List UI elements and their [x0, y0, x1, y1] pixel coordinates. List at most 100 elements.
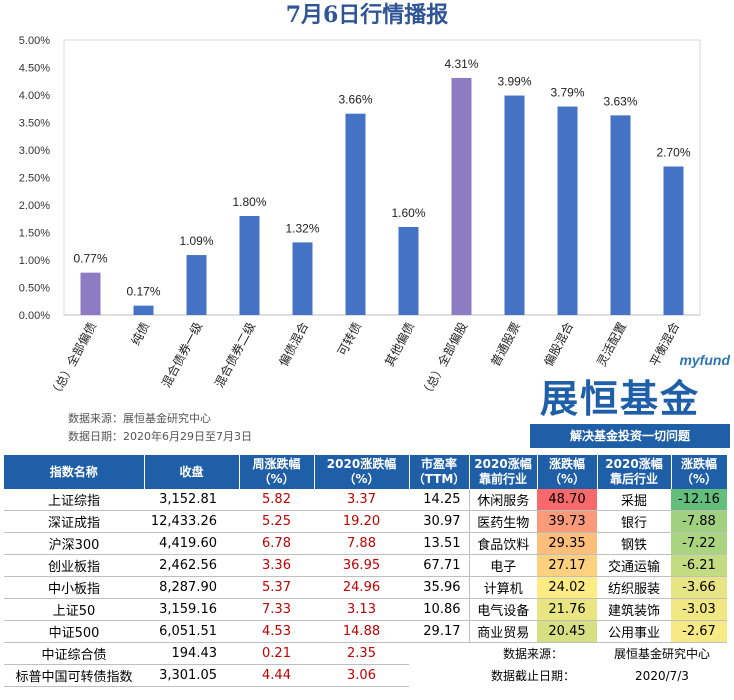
x-tick-label: 混合债券一级	[158, 319, 205, 390]
table-cell: -6.21	[671, 554, 727, 577]
table-cell: 3,152.81	[144, 489, 239, 511]
table-cell: -2.67	[671, 620, 727, 643]
table-cell: 8,287.90	[144, 576, 239, 599]
bar	[557, 106, 578, 315]
y-tick-label: 3.00%	[19, 145, 50, 157]
x-tick-label: 灵活配置	[594, 320, 629, 369]
table-cell: 29.17	[409, 620, 469, 643]
chart-date: 数据日期：2020年6月29日至7月3日	[68, 430, 252, 443]
x-tick-label: 其他偏债	[381, 319, 417, 368]
table-cell: 10.86	[409, 598, 469, 621]
table-cell: 14.88	[314, 620, 409, 643]
table-cell: 4.44	[239, 664, 314, 687]
x-tick-label: （总）全部偏股	[417, 319, 470, 400]
table-row: 上证综指 3,152.81 5.82 3.37 14.25 休闲服务 48.70 采掘 -12.…	[4, 489, 727, 511]
table-cell: 36.95	[314, 554, 409, 577]
data-label: 0.17%	[126, 285, 160, 299]
table-cell: 3,301.05	[144, 664, 239, 687]
y-tick-label: 3.50%	[19, 118, 50, 130]
table-cell: 24.96	[314, 576, 409, 599]
header-cell: 2020涨跌幅（%）	[314, 455, 410, 489]
table-row: 上证50 3,159.16 7.33 3.13 10.86 电气设备 21.76 建筑装饰 -3…	[4, 598, 727, 621]
table-cell: 深证成指	[4, 510, 144, 533]
data-label: 0.77%	[73, 252, 107, 266]
bar-chart: 0.00% 0.50% 1.00% 1.50% 2.00% 2.50% 3.00% 3.50%…	[19, 35, 701, 401]
table-cell: 5.37	[239, 576, 314, 599]
data-label: 4.31%	[444, 57, 478, 71]
header-cell: 收盘	[144, 455, 240, 489]
table-cell: 沪深300	[4, 532, 144, 555]
table-cell: 医药生物	[468, 510, 537, 533]
brand-name: 展恒基金	[540, 377, 701, 421]
table-cell: 2020/7/3	[635, 668, 689, 683]
table-cell: -7.22	[671, 532, 727, 555]
table-cell: 商业贸易	[468, 620, 537, 643]
table-cell: 39.73	[537, 510, 597, 533]
table-cell: 休闲服务	[468, 489, 537, 511]
bar	[80, 272, 101, 315]
table-cell: 交通运输	[597, 554, 671, 577]
data-label: 2.70%	[656, 146, 690, 160]
header-cell: 涨跌幅（%）	[671, 455, 728, 489]
table-cell: 6.78	[239, 532, 314, 555]
table-cell: 30.97	[409, 510, 469, 533]
header-cell: 涨跌幅（%）	[537, 455, 598, 489]
table-cell: 数据截止日期：	[490, 669, 575, 683]
x-tick-label: 普通股票	[488, 320, 523, 369]
table-cell: 中证500	[4, 620, 144, 643]
table-cell: 48.70	[537, 489, 597, 511]
x-tick-label: 平衡混合	[646, 319, 682, 368]
y-tick-label: 0.50%	[19, 283, 50, 295]
bar	[345, 113, 366, 315]
table-cell: 建筑装饰	[597, 598, 671, 621]
table-cell: 3.06	[314, 664, 409, 687]
table-cell: 12,433.26	[144, 510, 239, 533]
table-cell: 中证综合债	[4, 642, 144, 665]
table-cell: 7.33	[239, 598, 314, 621]
table-cell: 7.88	[314, 532, 409, 555]
x-tick-label: （总）全部偏债	[46, 319, 99, 400]
table-cell: 3.13	[314, 598, 409, 621]
data-label: 1.09%	[179, 234, 213, 248]
table-cell: 35.96	[409, 576, 469, 599]
table-cell: 21.76	[537, 598, 597, 621]
table-cell: 标普中国可转债指数	[4, 664, 144, 687]
table-cell: 3,159.16	[144, 598, 239, 621]
table-row: 中证综合债 194.43 0.21 2.35 数据来源： 展恒基金研究中心	[4, 642, 727, 665]
x-tick-label: 混合债券二级	[211, 319, 258, 390]
y-tick-label: 4.50%	[19, 63, 50, 75]
table-row: 创业板指 2,462.56 3.36 36.95 67.71 电子 27.17 交通运输 -6.…	[4, 554, 727, 577]
data-label: 3.66%	[338, 93, 372, 107]
table-cell: 6,051.51	[144, 620, 239, 643]
table-cell: 上证综指	[4, 489, 144, 511]
plot-frame	[63, 39, 701, 316]
table-cell: 67.71	[409, 554, 469, 577]
table-row: 中证500 6,051.51 4.53 14.88 29.17 商业贸易 20.45 公用事业…	[4, 620, 727, 643]
header-cell: 指数名称	[4, 455, 145, 489]
table-cell: 2,462.56	[144, 554, 239, 577]
y-tick-label: 2.50%	[19, 173, 50, 185]
bar	[504, 95, 525, 315]
table-cell: 4.53	[239, 620, 314, 643]
bar	[239, 216, 260, 315]
table-cell: 电气设备	[468, 598, 537, 621]
table-cell: 纺织服装	[597, 576, 671, 599]
table-cell: 电子	[468, 554, 537, 577]
data-label: 1.32%	[285, 221, 319, 235]
header-cell: 2020涨幅靠后行业	[597, 455, 672, 489]
table-cell: 上证50	[4, 598, 144, 621]
table-cell: 食品饮料	[468, 532, 537, 555]
chart-source: 数据来源：展恒基金研究中心	[68, 412, 211, 425]
header-cell: 市盈率（TTM）	[409, 455, 470, 489]
table-cell: 创业板指	[4, 554, 144, 577]
bar	[451, 77, 472, 315]
bar	[186, 255, 207, 315]
table-cell: 194.43	[144, 642, 239, 665]
table-header-row: 指数名称 收盘 周涨跌幅（%） 2020涨跌幅（%） 市盈率（TTM） 2020…	[4, 455, 728, 489]
table-cell: 29.35	[537, 532, 597, 555]
table-cell: 银行	[597, 510, 671, 533]
bar	[133, 305, 154, 315]
table-cell: 公用事业	[597, 620, 671, 643]
bar	[663, 166, 684, 315]
table-cell	[409, 665, 469, 687]
